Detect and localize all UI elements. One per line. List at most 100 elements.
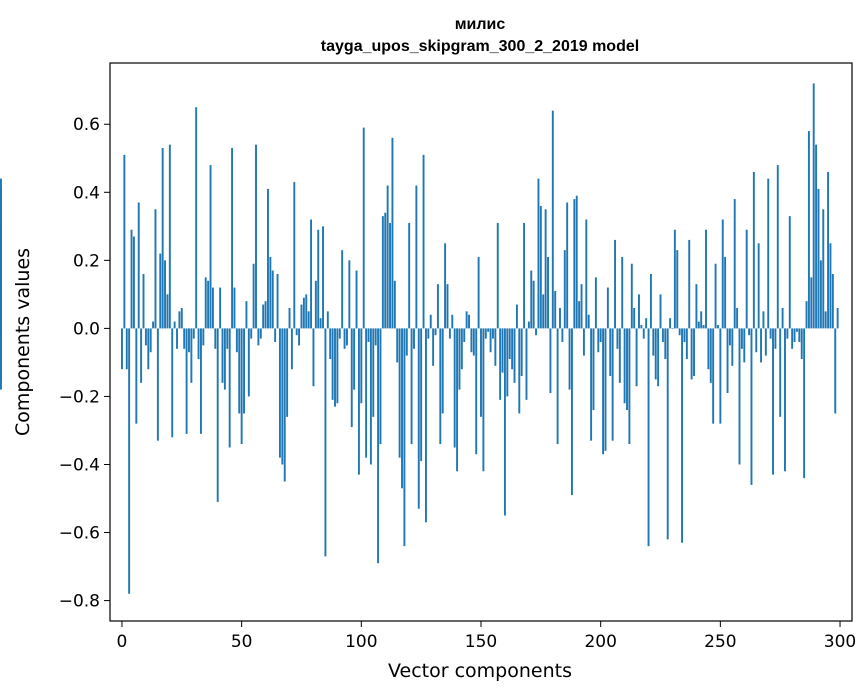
bar [611, 328, 614, 441]
bar [259, 328, 262, 339]
bar [475, 328, 478, 455]
bar [183, 328, 186, 349]
bar [736, 307, 739, 329]
bar [417, 328, 420, 509]
y-tick-label: −0.4 [59, 455, 100, 475]
bar [520, 328, 523, 377]
bar [638, 294, 640, 329]
bar [786, 328, 789, 339]
bar-series [0, 83, 839, 594]
bar [788, 216, 791, 329]
bar [539, 205, 542, 329]
bar [803, 328, 806, 479]
bar [484, 328, 487, 339]
bar [365, 328, 368, 458]
bar [401, 328, 403, 489]
bar [441, 328, 444, 414]
bar [374, 328, 377, 346]
bar [688, 239, 691, 329]
bar [642, 328, 645, 339]
bar [384, 212, 387, 329]
bar [391, 137, 394, 329]
bar [829, 243, 832, 329]
bar [152, 321, 155, 329]
bar [779, 328, 782, 417]
bar [805, 301, 808, 329]
bar [0, 226, 2, 329]
bar [324, 328, 327, 557]
bar [566, 202, 569, 329]
bar [262, 304, 265, 329]
bar [144, 328, 147, 346]
bar [276, 273, 279, 329]
bar [300, 304, 303, 329]
bar [322, 226, 324, 329]
bar [350, 328, 353, 428]
bar [226, 328, 229, 349]
bar [314, 280, 317, 329]
bar [154, 209, 157, 329]
bar [257, 328, 260, 346]
bar [664, 328, 667, 360]
bar [355, 270, 358, 329]
bar [209, 165, 212, 329]
bar [626, 328, 628, 411]
bar [281, 328, 284, 465]
bar [204, 277, 207, 329]
bar [132, 236, 135, 329]
bar [372, 328, 375, 417]
bar [362, 127, 365, 329]
bar [499, 328, 502, 400]
bar [398, 328, 401, 458]
bar [413, 328, 415, 349]
x-tick-label: 200 [584, 632, 616, 652]
bar [750, 328, 753, 485]
bar [130, 229, 133, 329]
bar [305, 294, 308, 329]
bar [614, 239, 616, 329]
bar [781, 307, 784, 329]
bar [453, 328, 456, 448]
bar [482, 328, 485, 472]
bar [161, 148, 164, 329]
bar [477, 256, 480, 329]
bar [693, 328, 695, 377]
bar [776, 165, 779, 329]
bar [508, 328, 511, 360]
bar [525, 328, 528, 400]
y-tick-label: 0.4 [73, 183, 100, 203]
chart-subtitle: tayga_upos_skipgram_300_2_2019 model [321, 38, 639, 55]
bar [556, 328, 559, 445]
bar [245, 301, 248, 329]
bar [123, 154, 126, 329]
bar [537, 178, 540, 329]
bar [594, 277, 597, 329]
bar [590, 328, 593, 441]
y-axis-label: Components values [12, 248, 34, 436]
bar [700, 311, 703, 329]
bar [762, 311, 765, 329]
bar [774, 328, 777, 349]
chart-title: милис [455, 16, 506, 33]
x-tick-label: 250 [704, 632, 736, 652]
y-axis: −0.8 −0.6 −0.4 −0.2 0.0 0.2 0.4 0.6 [59, 115, 110, 612]
bar [343, 328, 346, 349]
bar [597, 328, 600, 353]
bar [465, 311, 468, 329]
bar [728, 328, 731, 346]
bar [456, 328, 459, 472]
bar [733, 199, 736, 329]
bar [604, 328, 607, 451]
bar [697, 321, 700, 329]
bar [329, 328, 332, 360]
bar [621, 256, 624, 329]
bar [168, 144, 171, 329]
bar [640, 324, 643, 329]
bar [817, 188, 820, 329]
bar [386, 185, 389, 329]
bar [712, 328, 715, 424]
bar [580, 284, 583, 329]
bar [463, 328, 466, 342]
bar [312, 328, 315, 387]
